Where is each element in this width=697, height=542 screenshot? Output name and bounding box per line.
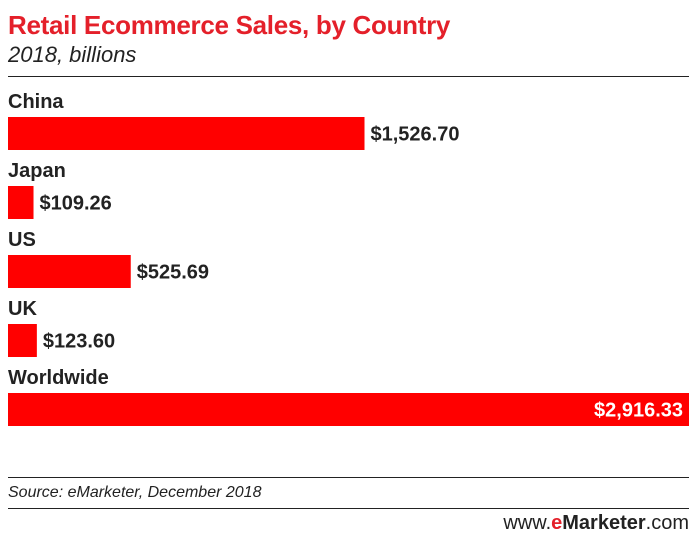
brand-accent: e [551,512,563,534]
bar [8,186,34,219]
brand-logo: www.eMarketer.com [503,512,689,535]
source-note: Source: eMarketer, December 2018 [8,484,262,501]
category-label: Worldwide [8,367,109,389]
value-label: $109.26 [40,193,112,215]
chart-subtitle: 2018, billions [8,42,137,67]
brand-suffix: .com [645,512,689,534]
value-label: $1,526.70 [371,124,460,146]
bar [8,324,37,357]
chart-title: Retail Ecommerce Sales, by Country [8,10,451,40]
value-label: $123.60 [43,331,115,353]
brand-name: Marketer [562,512,646,534]
bar [8,255,131,288]
bar [8,117,365,150]
brand-prefix: www. [503,512,552,534]
value-label: $525.69 [137,262,209,284]
category-label: Japan [8,160,66,182]
footer-divider [8,508,689,509]
bar [8,393,689,426]
category-label: US [8,229,36,251]
bottom-divider [8,477,689,478]
category-label: UK [8,298,37,320]
top-divider [8,76,689,77]
value-label: $2,916.33 [594,400,683,422]
category-label: China [8,91,64,113]
